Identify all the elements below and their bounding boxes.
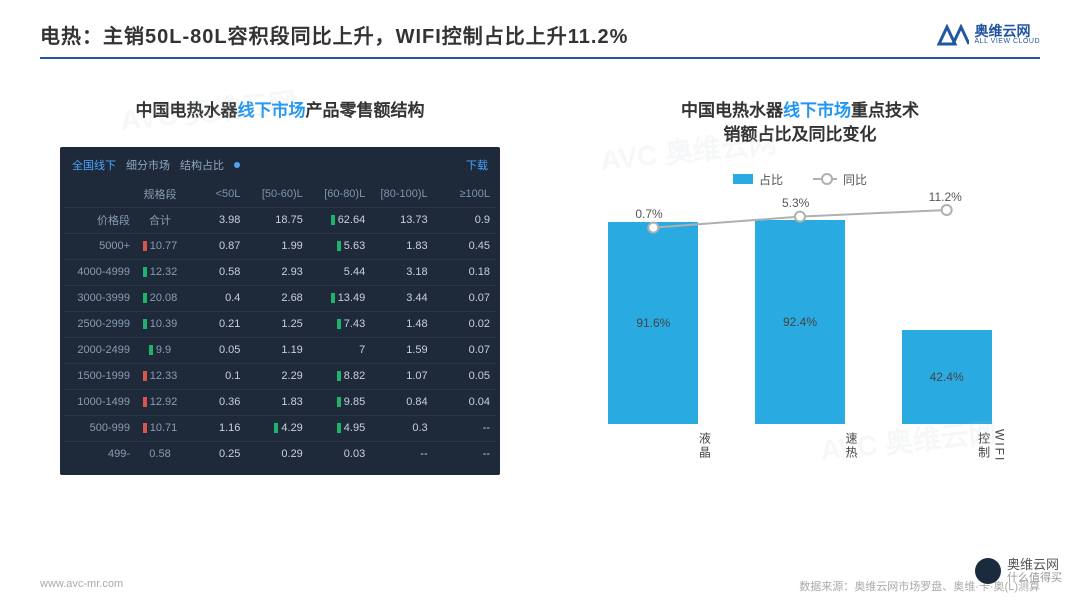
table-row: 4000-499912.320.582.935.443.180.18 (64, 259, 496, 285)
x-axis-label: 速热 (740, 428, 860, 464)
table-totals-row: 价格段 合计 3.98 18.75 62.64 13.73 0.9 (64, 207, 496, 233)
legend-bar-icon (733, 174, 753, 184)
left-panel-title: 中国电热水器线下市场产品零售额结构 (40, 99, 520, 123)
legend-line-icon (813, 178, 837, 180)
bar-line-chart: 占比 同比 91.6%92.4%42.4% 液晶速热WIFI控制 0.7%5.3… (580, 171, 1020, 464)
logo-text-en: ALL VIEW CLOUD (975, 38, 1040, 45)
footer-url: www.avc-mr.com (40, 578, 123, 594)
data-table: 全国线下 细分市场 结构占比 下载 规格段 <50L [50-60)L [60-… (60, 147, 500, 475)
table-row: 500-99910.711.164.294.950.3-- (64, 415, 496, 441)
table-row: 499-0.580.250.290.03---- (64, 441, 496, 467)
avatar-icon (975, 558, 1001, 584)
table-header-links: 全国线下 细分市场 结构占比 下载 (64, 153, 496, 181)
table-row: 3000-399920.080.42.6813.493.440.07 (64, 285, 496, 311)
brand-logo: 奥维云网 ALL VIEW CLOUD (935, 24, 1040, 46)
left-panel: 中国电热水器线下市场产品零售额结构 全国线下 细分市场 结构占比 下载 规格段 … (40, 99, 520, 475)
x-axis-label: WIFI控制 (887, 428, 1007, 464)
table-row: 1000-149912.920.361.839.850.840.04 (64, 389, 496, 415)
table-row: 1500-199912.330.12.298.821.070.05 (64, 363, 496, 389)
line-value-label: 5.3% (782, 196, 809, 210)
table-row: 2500-299910.390.211.257.431.480.02 (64, 311, 496, 337)
logo-icon (935, 24, 969, 46)
right-panel: 中国电热水器线下市场重点技术 销额占比及同比变化 占比 同比 91.6%92.4… (560, 99, 1040, 475)
wechat-badge: 奥维云网 什么值得买 (975, 558, 1062, 584)
right-panel-title: 中国电热水器线下市场重点技术 销额占比及同比变化 (560, 99, 1040, 147)
page-title: 电热：主销50L-80L容积段同比上升，WIFI控制占比上升11.2% (40, 20, 628, 49)
table-col-headers: 规格段 <50L [50-60)L [60-80)L [80-100)L ≥10… (64, 181, 496, 207)
x-axis-label: 液晶 (593, 428, 713, 464)
table-row: 5000+10.770.871.995.631.830.45 (64, 233, 496, 259)
table-row: 2000-24999.90.051.1971.590.07 (64, 337, 496, 363)
footer: www.avc-mr.com 数据来源：奥维云网市场罗盘、奥维·卡·奥(L)测算 (40, 578, 1040, 594)
chart-legend: 占比 同比 (580, 171, 1020, 188)
line-value-label: 0.7% (635, 207, 662, 221)
logo-text-cn: 奥维云网 (975, 24, 1031, 38)
line-value-label: 11.2% (929, 190, 962, 204)
